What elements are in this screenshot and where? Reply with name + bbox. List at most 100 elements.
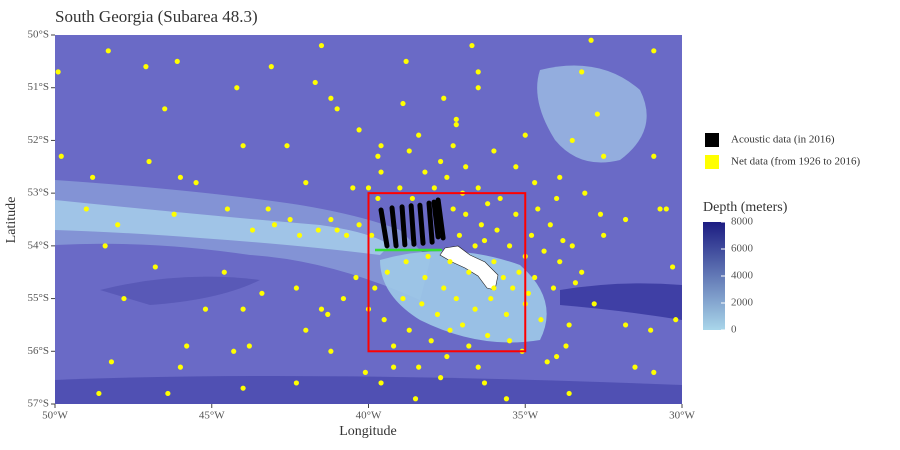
net-sample bbox=[453, 295, 459, 302]
net-sample bbox=[174, 58, 180, 64]
net-sample bbox=[55, 69, 61, 75]
net-sample bbox=[296, 232, 303, 238]
net-sample bbox=[503, 311, 510, 317]
net-sample bbox=[475, 185, 481, 191]
net-sample bbox=[481, 237, 488, 244]
net-sample bbox=[579, 269, 585, 275]
net-sample bbox=[318, 42, 325, 49]
net-sample bbox=[566, 322, 572, 328]
acoustic-transect bbox=[435, 197, 446, 241]
net-sample bbox=[416, 132, 422, 138]
net-sample bbox=[406, 148, 412, 154]
net-sample bbox=[115, 222, 121, 228]
net-sample bbox=[334, 227, 340, 233]
net-sample bbox=[240, 306, 246, 312]
net-sample bbox=[491, 285, 497, 291]
acoustic-transect bbox=[378, 207, 390, 249]
net-sample bbox=[287, 216, 293, 223]
net-sample bbox=[350, 185, 356, 191]
net-sample bbox=[651, 369, 657, 375]
acoustic-transect bbox=[431, 199, 441, 240]
net-sample bbox=[171, 211, 177, 217]
net-sample bbox=[513, 211, 519, 217]
net-sample bbox=[475, 85, 481, 91]
net-sample bbox=[673, 317, 679, 323]
net-sample bbox=[657, 206, 663, 212]
net-sample bbox=[547, 222, 553, 228]
acoustic-transect bbox=[426, 200, 435, 245]
net-sample bbox=[428, 338, 434, 344]
net-sample bbox=[554, 353, 560, 360]
net-sample bbox=[234, 85, 240, 91]
net-sample bbox=[146, 158, 152, 165]
net-sample bbox=[105, 48, 111, 54]
net-sample bbox=[184, 343, 190, 349]
y-tick-label: 51°S bbox=[27, 81, 49, 93]
net-sample bbox=[365, 185, 372, 191]
net-sample bbox=[663, 206, 669, 212]
net-sample bbox=[491, 259, 497, 265]
net-sample bbox=[224, 206, 231, 212]
net-sample bbox=[193, 180, 199, 186]
net-sample bbox=[485, 201, 491, 207]
net-sample bbox=[202, 306, 209, 312]
colorbar-tick-label: 4000 bbox=[731, 270, 754, 282]
net-sample bbox=[259, 290, 265, 296]
net-sample bbox=[378, 143, 384, 149]
legend-swatch bbox=[705, 155, 719, 169]
net-sample bbox=[403, 259, 409, 265]
net-sample bbox=[165, 390, 171, 397]
net-sample bbox=[544, 359, 550, 365]
study-box bbox=[367, 192, 527, 353]
net-sample bbox=[249, 227, 256, 233]
net-sample bbox=[152, 264, 158, 270]
net-sample bbox=[369, 232, 375, 238]
net-sample bbox=[438, 158, 444, 165]
net-sample bbox=[425, 253, 431, 259]
acoustic-transect bbox=[389, 205, 399, 249]
net-sample bbox=[384, 269, 390, 275]
net-sample bbox=[406, 327, 412, 333]
legend-swatch bbox=[705, 133, 719, 147]
net-sample bbox=[422, 274, 428, 281]
legend-label: Acoustic data (in 2016) bbox=[731, 134, 835, 146]
net-sample bbox=[400, 295, 406, 302]
net-sample bbox=[441, 95, 447, 101]
net-sample bbox=[560, 237, 566, 244]
net-sample bbox=[284, 143, 290, 149]
net-sample bbox=[162, 106, 168, 112]
x-tick-label: 45°W bbox=[199, 410, 225, 422]
net-sample bbox=[378, 380, 384, 386]
net-sample bbox=[469, 42, 475, 49]
net-sample bbox=[622, 216, 629, 223]
net-sample bbox=[463, 164, 469, 170]
y-tick-label: 53°S bbox=[27, 187, 49, 199]
net-sample bbox=[569, 137, 575, 144]
net-sample bbox=[648, 327, 654, 333]
net-sample bbox=[328, 216, 334, 223]
net-sample bbox=[569, 243, 575, 249]
net-sample bbox=[177, 364, 183, 370]
net-sample bbox=[622, 322, 629, 328]
net-sample bbox=[563, 343, 569, 349]
net-sample bbox=[403, 58, 409, 64]
net-sample bbox=[444, 174, 450, 180]
net-sample bbox=[475, 364, 481, 370]
net-sample bbox=[588, 37, 594, 43]
net-sample bbox=[390, 364, 397, 370]
net-sample bbox=[90, 174, 96, 180]
colorbar-tick-label: 6000 bbox=[731, 243, 754, 255]
net-sample bbox=[356, 127, 362, 133]
x-tick-label: 30°W bbox=[669, 410, 695, 422]
net-sample bbox=[601, 153, 607, 159]
net-sample bbox=[572, 280, 579, 286]
net-sample bbox=[453, 122, 459, 128]
net-sample bbox=[390, 343, 397, 349]
net-sample bbox=[315, 227, 321, 233]
net-sample bbox=[96, 390, 102, 397]
net-sample bbox=[485, 332, 491, 339]
net-sample bbox=[334, 106, 340, 112]
net-sample bbox=[240, 385, 246, 391]
net-sample bbox=[353, 274, 359, 281]
net-sample bbox=[532, 274, 538, 281]
